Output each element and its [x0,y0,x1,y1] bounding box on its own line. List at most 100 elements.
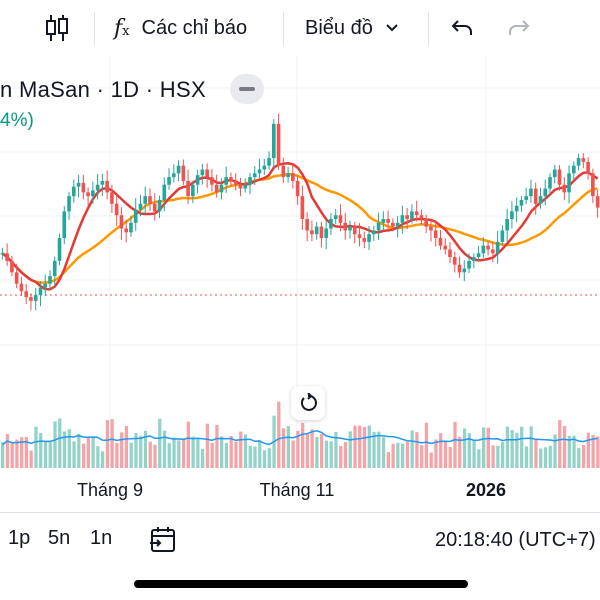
time-axis-label: Tháng 9 [76,480,144,500]
volume-bar [143,430,148,468]
volume-bar [472,439,476,468]
candle-body [424,219,428,227]
candle-body [72,186,76,197]
time-axis[interactable]: Tháng 9 Tháng 11 2026 [0,480,600,506]
volume-bar [458,436,462,468]
indicators-button[interactable]: fx Các chỉ báo [114,8,247,48]
candle-body [205,169,209,178]
volume-bar [539,448,543,468]
volume-bar [215,424,219,468]
chart-type-button[interactable]: Biểu đồ [305,8,399,48]
candle-body [386,219,390,223]
candle-body [429,226,433,231]
volume-bar [401,443,405,468]
candle-body [186,180,190,197]
volume-bar [481,427,486,468]
candle-body [376,222,381,231]
volume-bar [124,426,129,468]
candle-body [291,173,295,181]
candle-body [419,215,424,219]
candle-body [200,169,205,176]
time-axis-label: Tháng 11 [259,480,335,500]
volume-bar [405,441,410,468]
range-1n-button[interactable]: 1n [90,527,113,549]
volume-bar [548,445,552,468]
candle-body [143,196,148,204]
candle-body [229,177,233,181]
volume-bar [139,435,143,468]
volume-bar [239,431,243,468]
candle-body [381,219,386,223]
volume-bar [191,436,195,468]
volume-bar [77,433,81,468]
volume-bar [67,429,71,468]
volume-bar [105,420,110,468]
volume-bar [396,442,400,468]
candle-body [581,158,586,162]
candle-body [43,283,48,288]
candlestick-icon[interactable] [44,8,74,48]
volume-bar [567,435,571,468]
candle-body [372,230,376,235]
candle-body [391,222,395,227]
toolbar-divider [94,12,95,46]
volume-bar [381,437,386,468]
range-5n-button[interactable]: 5n [48,527,71,549]
volume-bar [324,440,329,468]
time-axis-label: 2026 [465,480,507,500]
volume-bar [62,431,67,468]
candle-body [548,177,552,189]
candle-body [591,173,595,197]
candle-body [305,219,309,231]
candle-body [586,161,590,174]
volume-bar [443,440,448,468]
candle-body [214,184,219,193]
volume-bar [58,418,62,468]
volume-bar [253,446,257,468]
candle-body [52,260,57,277]
candle-body [567,173,571,193]
candle-body [10,260,14,273]
undo-button[interactable] [450,8,474,48]
volume-bar [505,426,510,468]
clock-timezone[interactable]: 20:18:40 (UTC+7) [435,529,596,551]
redo-button[interactable] [507,8,531,48]
volume-bar [196,438,200,468]
volume-bar [158,418,162,468]
candle-body [248,177,252,185]
range-1p-button[interactable]: 1p [8,527,31,549]
volume-bar [29,450,33,468]
volume-bar [410,430,414,468]
volume-bar [329,441,333,468]
go-to-date-button[interactable] [148,525,178,560]
volume-bar [320,434,324,468]
candle-body [252,173,257,178]
volume-bar [162,430,167,468]
volume-bar [1,442,5,468]
volume-bar [520,426,524,468]
candle-body [176,165,181,174]
volume-bar [210,442,214,468]
candle-body [543,188,548,197]
volume-bar [153,444,157,468]
volume-bar [553,434,557,468]
bottom-toolbar: 1p 5n 1n 20:18:40 (UTC+7) [0,512,600,569]
price-chart[interactable] [0,56,600,480]
candle-body [410,211,414,219]
symbol-legend[interactable]: n MaSan · 1D · HSX [0,70,206,110]
volume-bar [134,433,138,468]
collapse-legend-button[interactable] [230,74,264,104]
volume-bar [462,428,467,468]
candle-body [519,199,524,206]
candle-body [348,226,352,231]
candle-body [262,165,267,170]
reset-chart-button[interactable] [291,386,325,420]
candle-body [86,192,90,197]
volume-bar [496,445,500,468]
candle-body [119,215,124,229]
volume-bar [101,451,105,468]
volume-bar [572,435,576,468]
candle-body [38,287,43,296]
candle-body [329,219,333,229]
home-indicator [134,580,468,588]
